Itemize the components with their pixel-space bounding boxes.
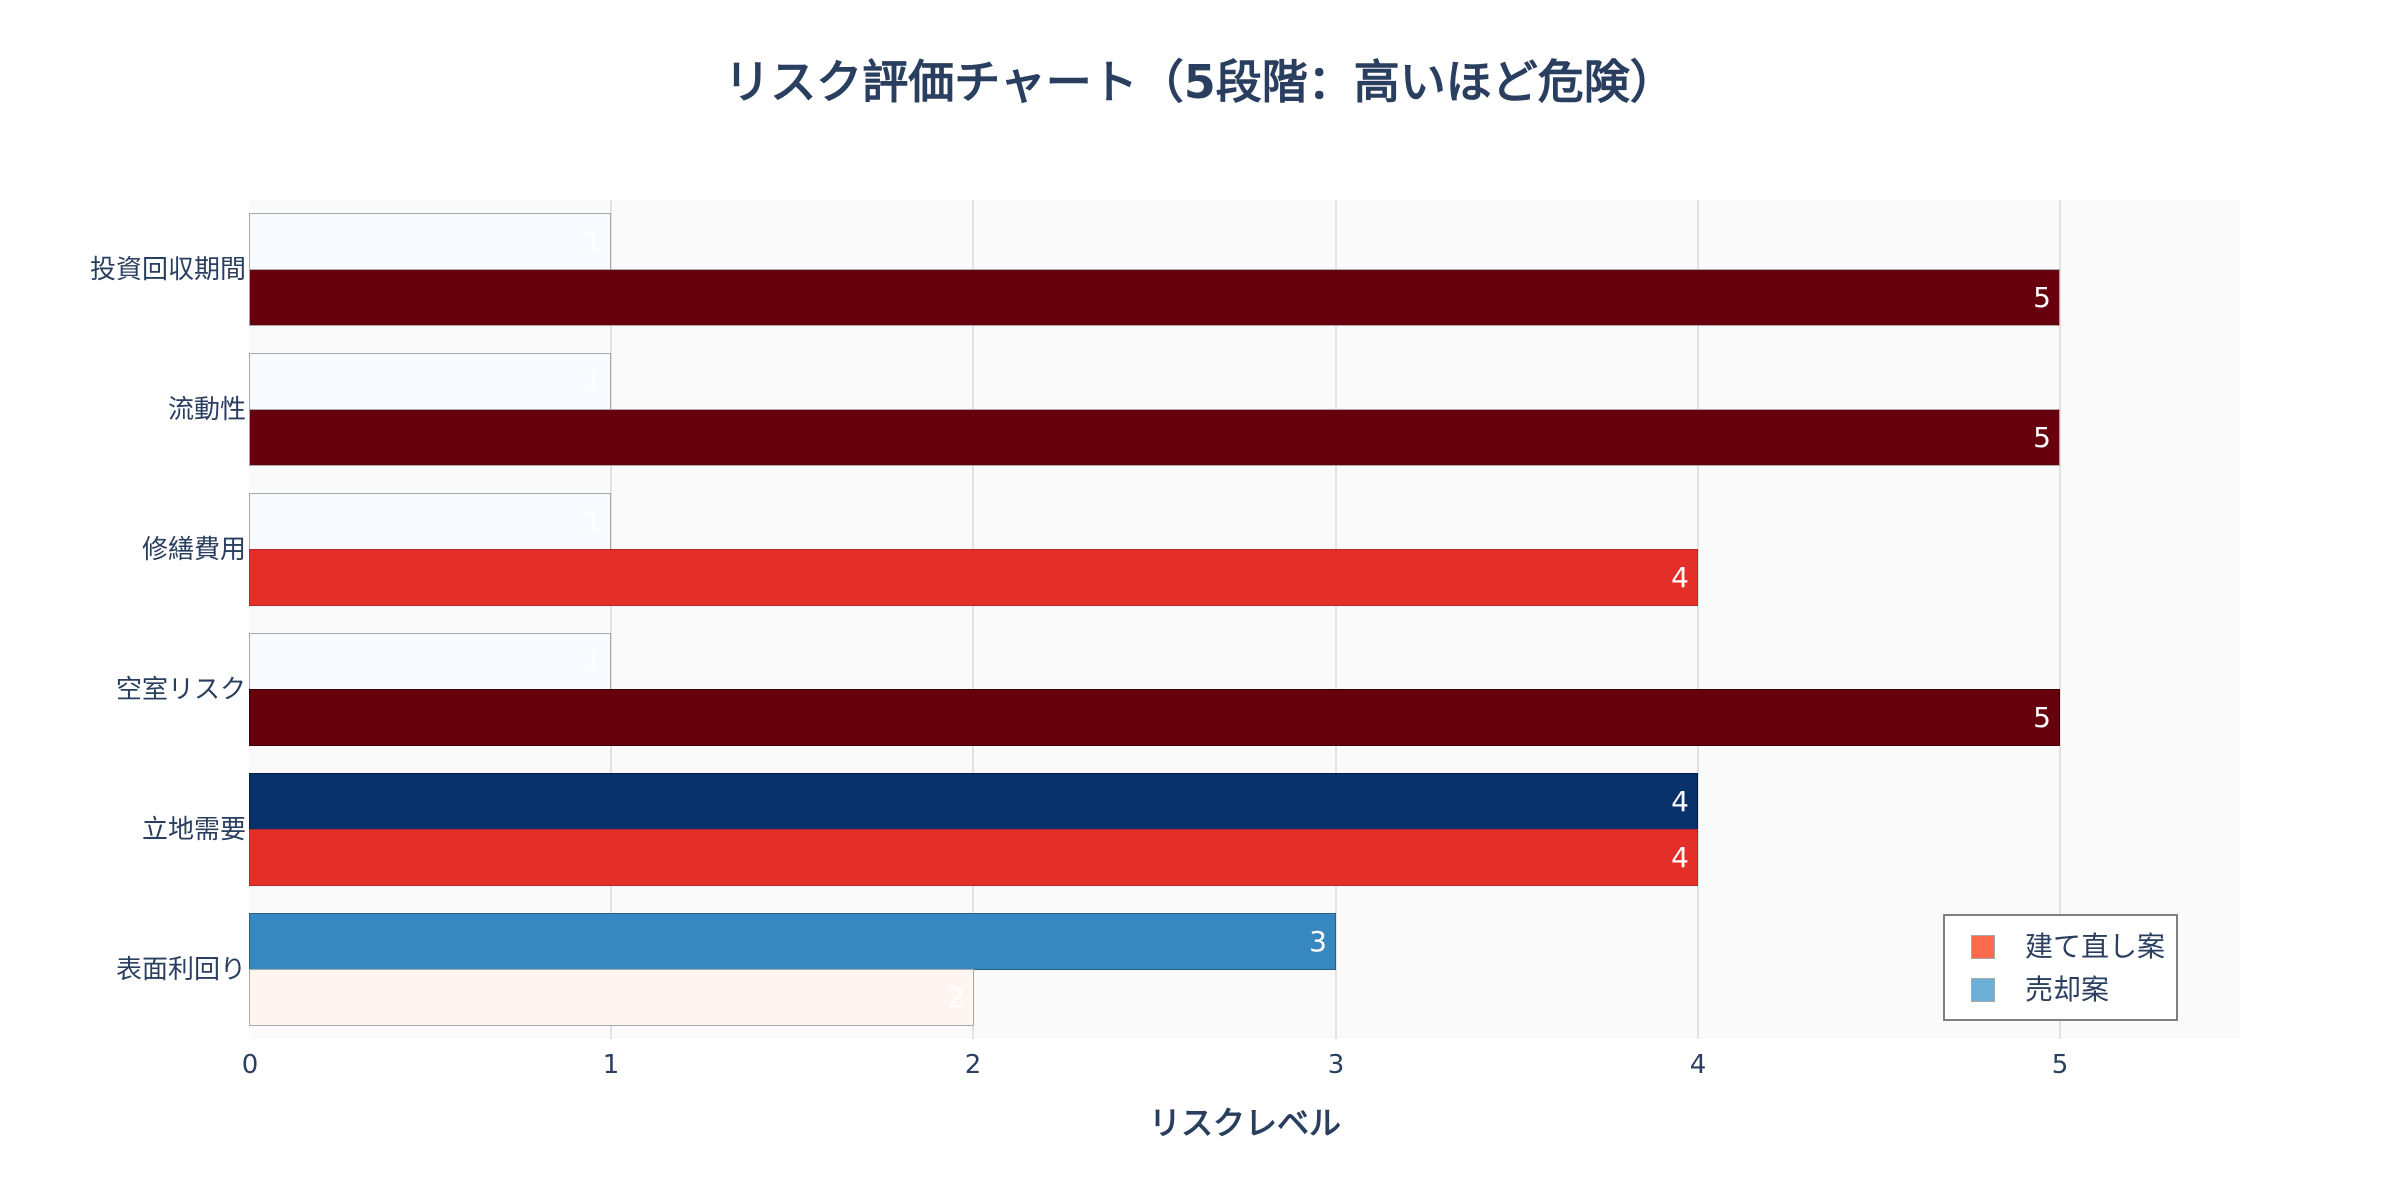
bar-sell-yield[interactable]: 3 <box>249 913 1336 970</box>
y-label-payback: 投資回収期間 <box>89 255 246 285</box>
x-tick-1: 1 <box>602 1050 620 1080</box>
y-label-location: 立地需要 <box>141 815 246 845</box>
bar-sell-location[interactable]: 4 <box>249 773 1698 830</box>
bar-rebuild-vacancy[interactable]: 5 <box>249 689 2060 746</box>
gridline-1 <box>610 200 612 1039</box>
bar-value-label: 1 <box>584 224 602 258</box>
bar-rebuild-payback[interactable]: 5 <box>249 269 2060 326</box>
bar-value-label: 2 <box>947 980 965 1014</box>
legend: 建て直し案 売却案 <box>1943 914 2178 1021</box>
bar-value-label: 5 <box>2033 420 2051 454</box>
y-label-yield: 表面利回り <box>115 955 246 985</box>
legend-item-sell[interactable]: 売却案 <box>1971 975 2109 1005</box>
bar-value-label: 1 <box>584 644 602 678</box>
chart-title: リスク評価チャート（5段階：高いほど危険） <box>724 55 1676 109</box>
x-axis-title: リスクレベル <box>1148 1104 1341 1142</box>
legend-label-rebuild: 建て直し案 <box>2025 930 2166 963</box>
y-label-repair: 修繕費用 <box>141 535 246 565</box>
legend-item-rebuild[interactable]: 建て直し案 <box>1971 932 2165 962</box>
legend-label-sell: 売却案 <box>2025 973 2110 1006</box>
bar-sell-payback[interactable]: 1 <box>249 213 611 270</box>
gridline-3 <box>1335 200 1337 1039</box>
gridline-2 <box>972 200 974 1039</box>
bar-rebuild-repair[interactable]: 4 <box>249 549 1698 606</box>
legend-swatch-sell <box>1971 978 1995 1002</box>
bar-rebuild-yield[interactable]: 2 <box>249 969 974 1026</box>
bar-value-label: 4 <box>1671 560 1689 594</box>
x-tick-2: 2 <box>964 1050 982 1080</box>
bar-value-label: 3 <box>1309 924 1327 958</box>
x-tick-5: 5 <box>2051 1050 2069 1080</box>
bar-sell-repair[interactable]: 1 <box>249 493 611 550</box>
bar-value-label: 5 <box>2033 280 2051 314</box>
bar-value-label: 4 <box>1671 840 1689 874</box>
bar-value-label: 1 <box>584 504 602 538</box>
bar-value-label: 4 <box>1671 784 1689 818</box>
x-tick-0: 0 <box>241 1050 259 1080</box>
x-tick-4: 4 <box>1689 1050 1707 1080</box>
y-label-vacancy: 空室リスク <box>115 675 246 705</box>
bar-sell-vacancy[interactable]: 1 <box>249 633 611 690</box>
gridline-4 <box>1697 200 1699 1039</box>
bar-value-label: 5 <box>2033 700 2051 734</box>
bar-value-label: 1 <box>584 364 602 398</box>
bar-sell-liquidity[interactable]: 1 <box>249 353 611 410</box>
bar-rebuild-location[interactable]: 4 <box>249 829 1698 886</box>
bar-rebuild-liquidity[interactable]: 5 <box>249 409 2060 466</box>
x-tick-3: 3 <box>1327 1050 1345 1080</box>
gridline-5 <box>2059 200 2061 1039</box>
plot-area: 1 5 1 5 1 4 1 5 4 4 3 2 <box>249 200 2240 1039</box>
legend-swatch-rebuild <box>1971 935 1995 959</box>
y-label-liquidity: 流動性 <box>167 395 246 425</box>
